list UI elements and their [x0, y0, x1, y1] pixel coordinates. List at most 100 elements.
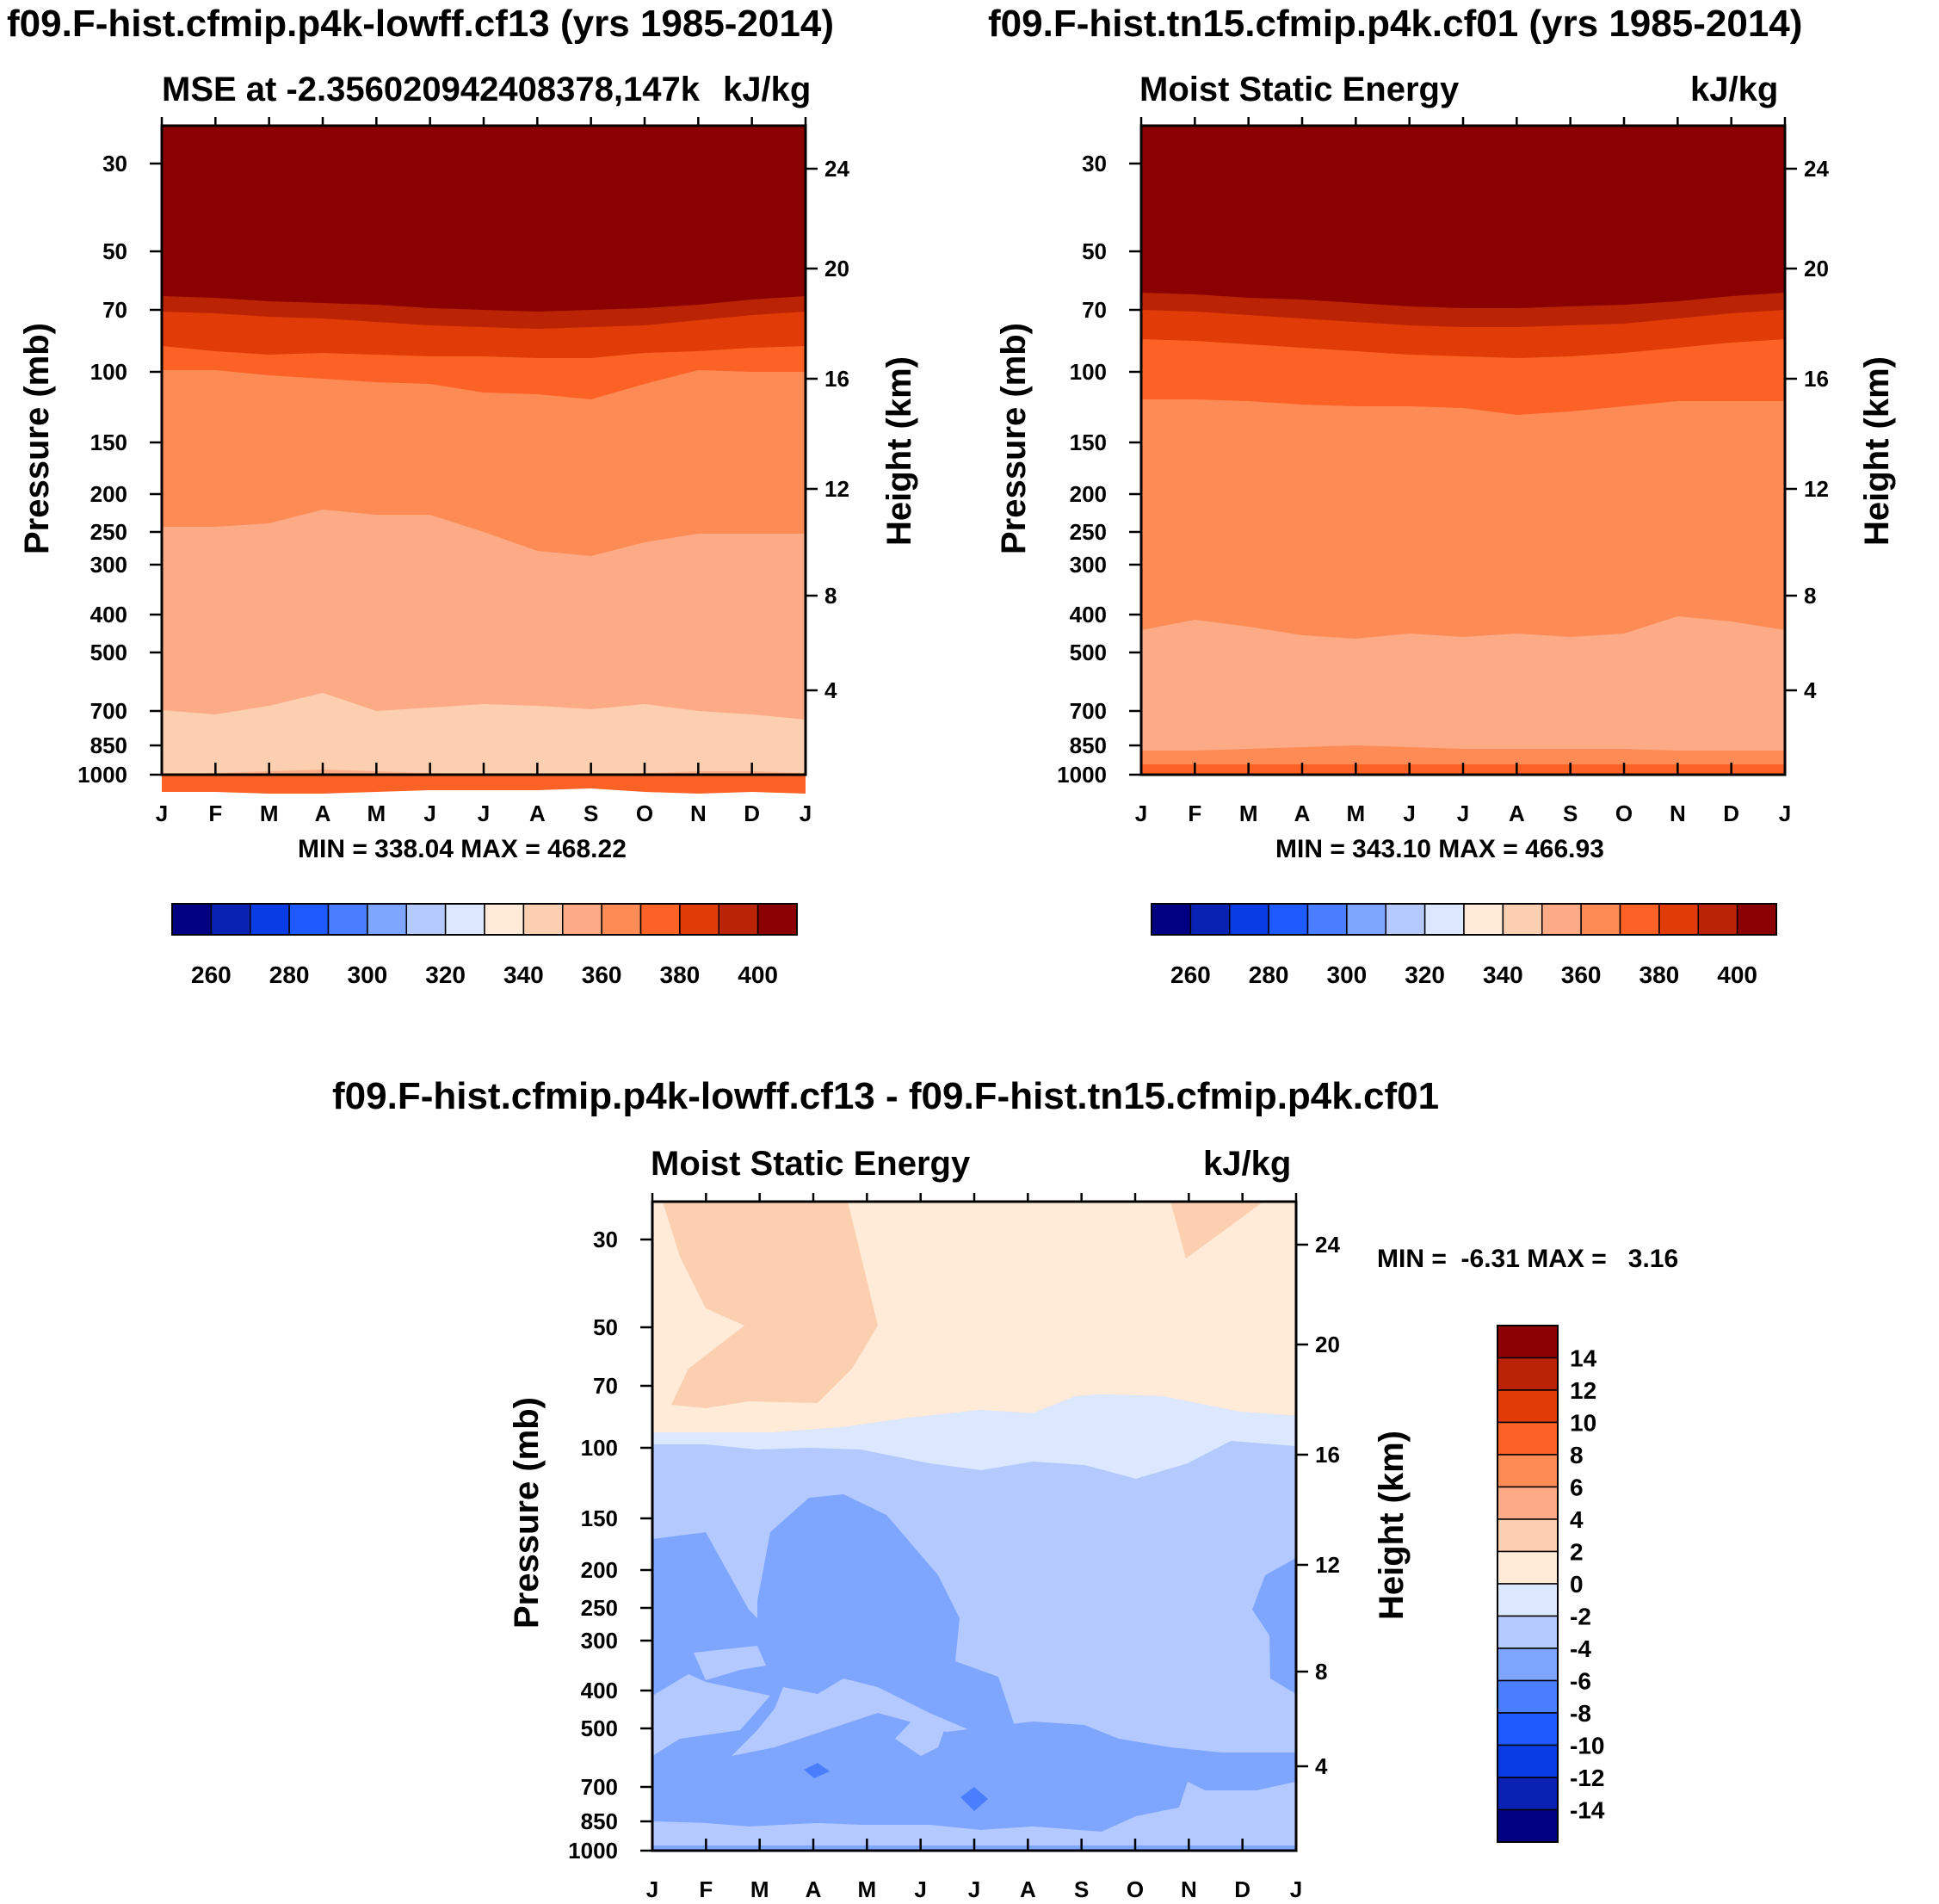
plot2-colorbar-swatch — [1189, 903, 1231, 936]
plot3-colorbar-swatch — [1497, 1777, 1559, 1811]
plot1-x-tick-label: S — [584, 801, 598, 826]
plot2-colorbar-label: 280 — [1249, 961, 1289, 988]
plot2-y-tick-label: 500 — [1070, 640, 1107, 665]
plot3-x-tick-label: O — [1127, 1876, 1144, 1902]
plot2-x-tick-label: N — [1670, 801, 1686, 826]
plot2-title: f09.F-hist.tn15.cfmip.p4k.cf01 (yrs 1985… — [988, 3, 1803, 45]
plot2-x-tick-label: A — [1294, 801, 1311, 826]
plot3-colorbar-swatch — [1497, 1647, 1559, 1682]
plot3-colorbar-swatch — [1497, 1712, 1559, 1746]
plot1-y-tick-label: 150 — [90, 430, 127, 455]
plot2-colorbar-label: 380 — [1640, 961, 1680, 988]
plot2-colorbar-swatch — [1385, 903, 1426, 936]
plot1-colorbar-swatch — [601, 903, 642, 936]
plot2-y2-tick-label: 12 — [1804, 476, 1829, 502]
plot1-colorbar-label: 340 — [503, 961, 544, 988]
plot3-contours — [652, 1202, 1296, 1851]
plot3-y-tick-label: 500 — [581, 1715, 618, 1741]
plot3-colorbar-swatch — [1497, 1325, 1559, 1359]
plot3-colorbar-swatch — [1497, 1454, 1559, 1488]
plot2-colorbar-swatch — [1463, 903, 1504, 936]
plot1-y-tick-label: 100 — [90, 359, 127, 385]
plot3-colorbar-label: -14 — [1570, 1797, 1605, 1824]
plot1-colorbar-label: 400 — [738, 961, 778, 988]
plot1-y2-tick-label: 20 — [824, 256, 849, 281]
plot3-band-minus8 — [804, 1763, 830, 1778]
plot1-colorbar-label: 300 — [348, 961, 388, 988]
plot3-colorbar-label: -12 — [1570, 1765, 1604, 1791]
plot3-y-tick-label: 50 — [593, 1314, 618, 1340]
plot1-x-tick-label: A — [315, 801, 331, 826]
plot1-x-tick-label: M — [260, 801, 279, 826]
plot1-contour-band — [162, 693, 806, 775]
plot3-colorbar-label: -4 — [1570, 1635, 1591, 1662]
plot2-colorbar-swatch — [1736, 903, 1777, 936]
plot1-y-tick-label: 700 — [90, 698, 127, 724]
plot3-y2-tick-label: 12 — [1315, 1552, 1340, 1578]
plot3-x-tick-label: N — [1181, 1876, 1197, 1902]
plot1-y2-tick-label: 4 — [824, 677, 837, 703]
plot2-colorbar-frame — [1151, 903, 1777, 936]
plot3-y-tick-label: 400 — [581, 1678, 618, 1703]
plot3-band-bottom — [652, 1782, 1296, 1851]
plot1-colorbar-swatch — [250, 903, 290, 936]
plot3-subtitle-left: Moist Static Energy — [651, 1145, 971, 1183]
plot3-colorbar-label: 0 — [1570, 1571, 1584, 1598]
plot3-colorbar-label: -2 — [1570, 1604, 1591, 1630]
plot2-colorbar-swatch — [1268, 903, 1309, 936]
plot2-x-tick-label: J — [1135, 801, 1147, 826]
plot3-x-tick-label: S — [1074, 1876, 1089, 1902]
plot3-subtitle-right: kJ/kg — [1203, 1145, 1292, 1183]
plot3-colorbar-swatch — [1497, 1679, 1559, 1714]
plot3-x-tick-label: A — [806, 1876, 822, 1902]
plot2-x-tick-label: J — [1403, 801, 1415, 826]
plot3-title: f09.F-hist.cfmip.p4k-lowff.cf13 - f09.F-… — [332, 1075, 1440, 1117]
plot3-colorbar-label: 14 — [1570, 1345, 1597, 1372]
plot2-colorbar-swatch — [1229, 903, 1269, 936]
plot3-y-tick-label: 250 — [581, 1595, 618, 1621]
plot3-colorbar-label: -10 — [1570, 1733, 1604, 1759]
plot2-colorbar-label: 400 — [1717, 961, 1757, 988]
plot3-band-minus6-lower — [652, 1713, 1296, 1832]
plot3-colorbar-swatch — [1497, 1421, 1559, 1456]
plot1-y-tick-label: 250 — [90, 519, 127, 545]
plot1-colorbar-swatch — [210, 903, 251, 936]
plot2-x-tick-label: S — [1563, 801, 1578, 826]
plot3-x-tick-label: M — [857, 1876, 876, 1902]
plot2-colorbar-swatch — [1541, 903, 1582, 936]
plot3-colorbar-label: -6 — [1570, 1668, 1591, 1695]
plot2-y-tick-label: 100 — [1070, 359, 1107, 385]
plot2-y-tick-label: 1000 — [1057, 762, 1107, 788]
plot2-colorbar-swatch — [1619, 903, 1660, 936]
plot3-colorbar-label: 4 — [1570, 1506, 1584, 1533]
plot3-y-tick-label: 200 — [581, 1557, 618, 1583]
plot3-x-tick-label: J — [914, 1876, 926, 1902]
plot1-colorbar-label: 360 — [582, 961, 622, 988]
plot2-x-tick-label: M — [1239, 801, 1258, 826]
plot1-contours — [162, 126, 806, 794]
plot1-colorbar-swatch — [327, 903, 368, 936]
plot2-colorbar-label: 360 — [1561, 961, 1602, 988]
plot2-colorbar-swatch — [1151, 903, 1192, 936]
plot3-colorbar-label: -8 — [1570, 1700, 1591, 1727]
plot2-subtitle-right: kJ/kg — [1690, 71, 1779, 108]
plot2-y-tick-label: 150 — [1070, 430, 1107, 455]
plot3-y2-tick-label: 4 — [1315, 1753, 1328, 1779]
plot3-band-minus2 — [652, 1394, 1296, 1479]
plot1-y-tick-label: 500 — [90, 640, 127, 665]
plot2-colorbar-swatch — [1346, 903, 1386, 936]
plot1-y2-tick-label: 16 — [824, 366, 849, 392]
plot3-colorbar-swatch — [1497, 1518, 1559, 1553]
plot1-x-tick-label: F — [208, 801, 222, 826]
plot3-y-tick-label: 100 — [581, 1435, 618, 1461]
plot1-x-tick-label: N — [690, 801, 707, 826]
plot1-colorbar-swatch — [405, 903, 447, 936]
plot2-contours — [1141, 126, 1785, 775]
plot3-band-minus6-upper — [652, 1494, 1016, 1761]
plot3-colorbar-swatch — [1497, 1486, 1559, 1520]
plot2-x-tick-label: J — [1779, 801, 1791, 826]
plot3-colorbar-swatch — [1497, 1615, 1559, 1649]
plot2-x-tick-label: F — [1188, 801, 1201, 826]
plot1-subtitle-right: kJ/kg — [723, 71, 812, 108]
plot1-colorbar-frame — [171, 903, 798, 936]
